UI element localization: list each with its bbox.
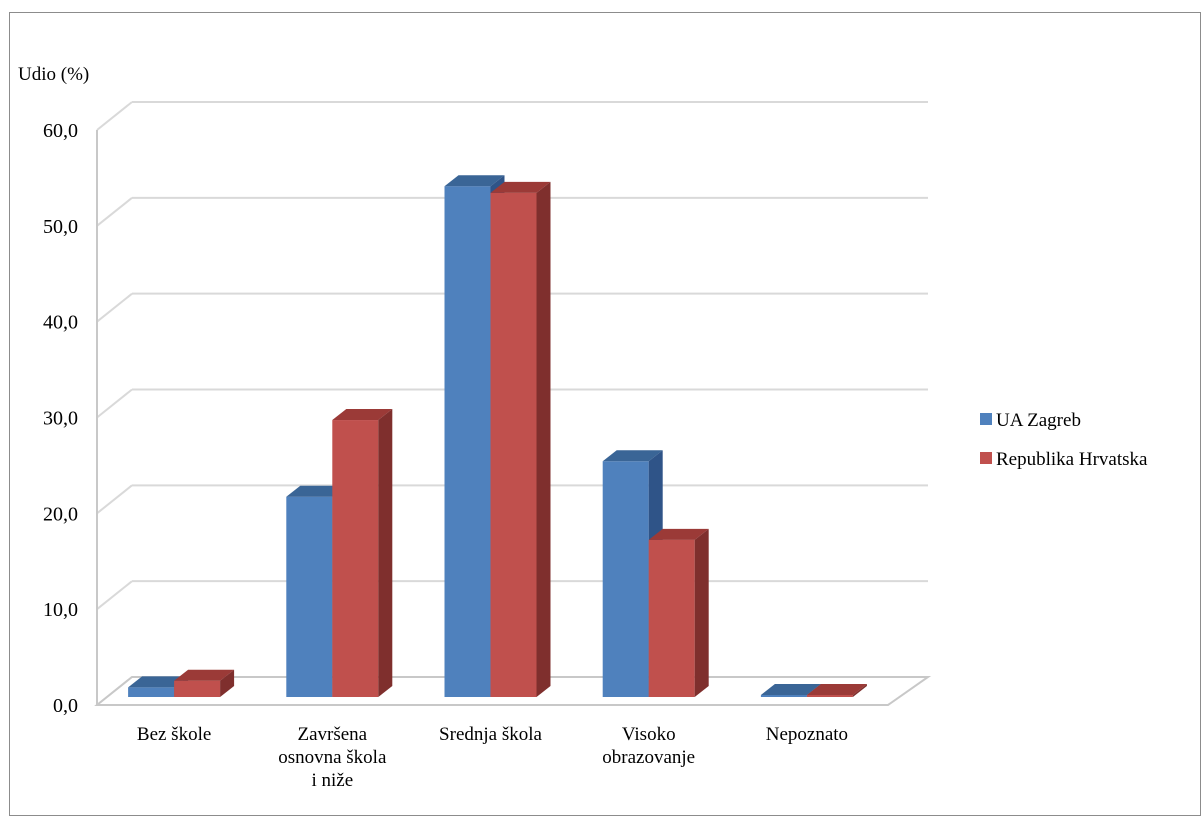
x-tick-label: Visoko obrazovanje [602, 724, 695, 768]
gridline-depth [96, 388, 133, 419]
bar [332, 409, 393, 697]
bar [490, 181, 551, 697]
x-tick-label: Srednja škola [439, 724, 542, 745]
y-axis-label: Udio (%) [18, 64, 89, 85]
y-tick-label: 30,0 [43, 408, 78, 430]
legend-swatch [980, 452, 992, 464]
y-tick-label: 10,0 [43, 599, 78, 621]
gridline-depth [96, 580, 133, 610]
legend-label: Republika Hrvatska [996, 449, 1148, 470]
x-tick-label: Bez škole [137, 724, 211, 745]
gridline-depth [96, 484, 133, 515]
legend-entry: Republika Hrvatska [980, 449, 1148, 470]
y-tick-label: 40,0 [43, 312, 78, 334]
gridline-depth [96, 101, 133, 131]
x-tick-label: Nepoznato [766, 724, 848, 745]
y-tick-label: 50,0 [43, 216, 78, 238]
x-tick-label: Završena osnovna škola i niže [278, 724, 387, 791]
bar [806, 684, 867, 697]
gridline-depth [96, 292, 133, 323]
bar [174, 669, 235, 697]
axes-layer: 0,0 10,0 20,0 30,0 40,0 50,0 60,0 Bez škole Zavr… [43, 120, 848, 791]
gridline-depth [96, 197, 133, 227]
legend: UA Zagreb Republika Hrvatska [980, 410, 1148, 470]
y-tick-label: 60,0 [43, 120, 78, 142]
bars-layer [128, 175, 867, 698]
y-tick-label: 20,0 [43, 503, 78, 525]
legend-entry: UA Zagreb [980, 410, 1081, 431]
y-tick-label: 0,0 [53, 695, 78, 717]
legend-label: UA Zagreb [996, 410, 1081, 431]
legend-swatch [980, 413, 992, 425]
bar [648, 528, 709, 697]
